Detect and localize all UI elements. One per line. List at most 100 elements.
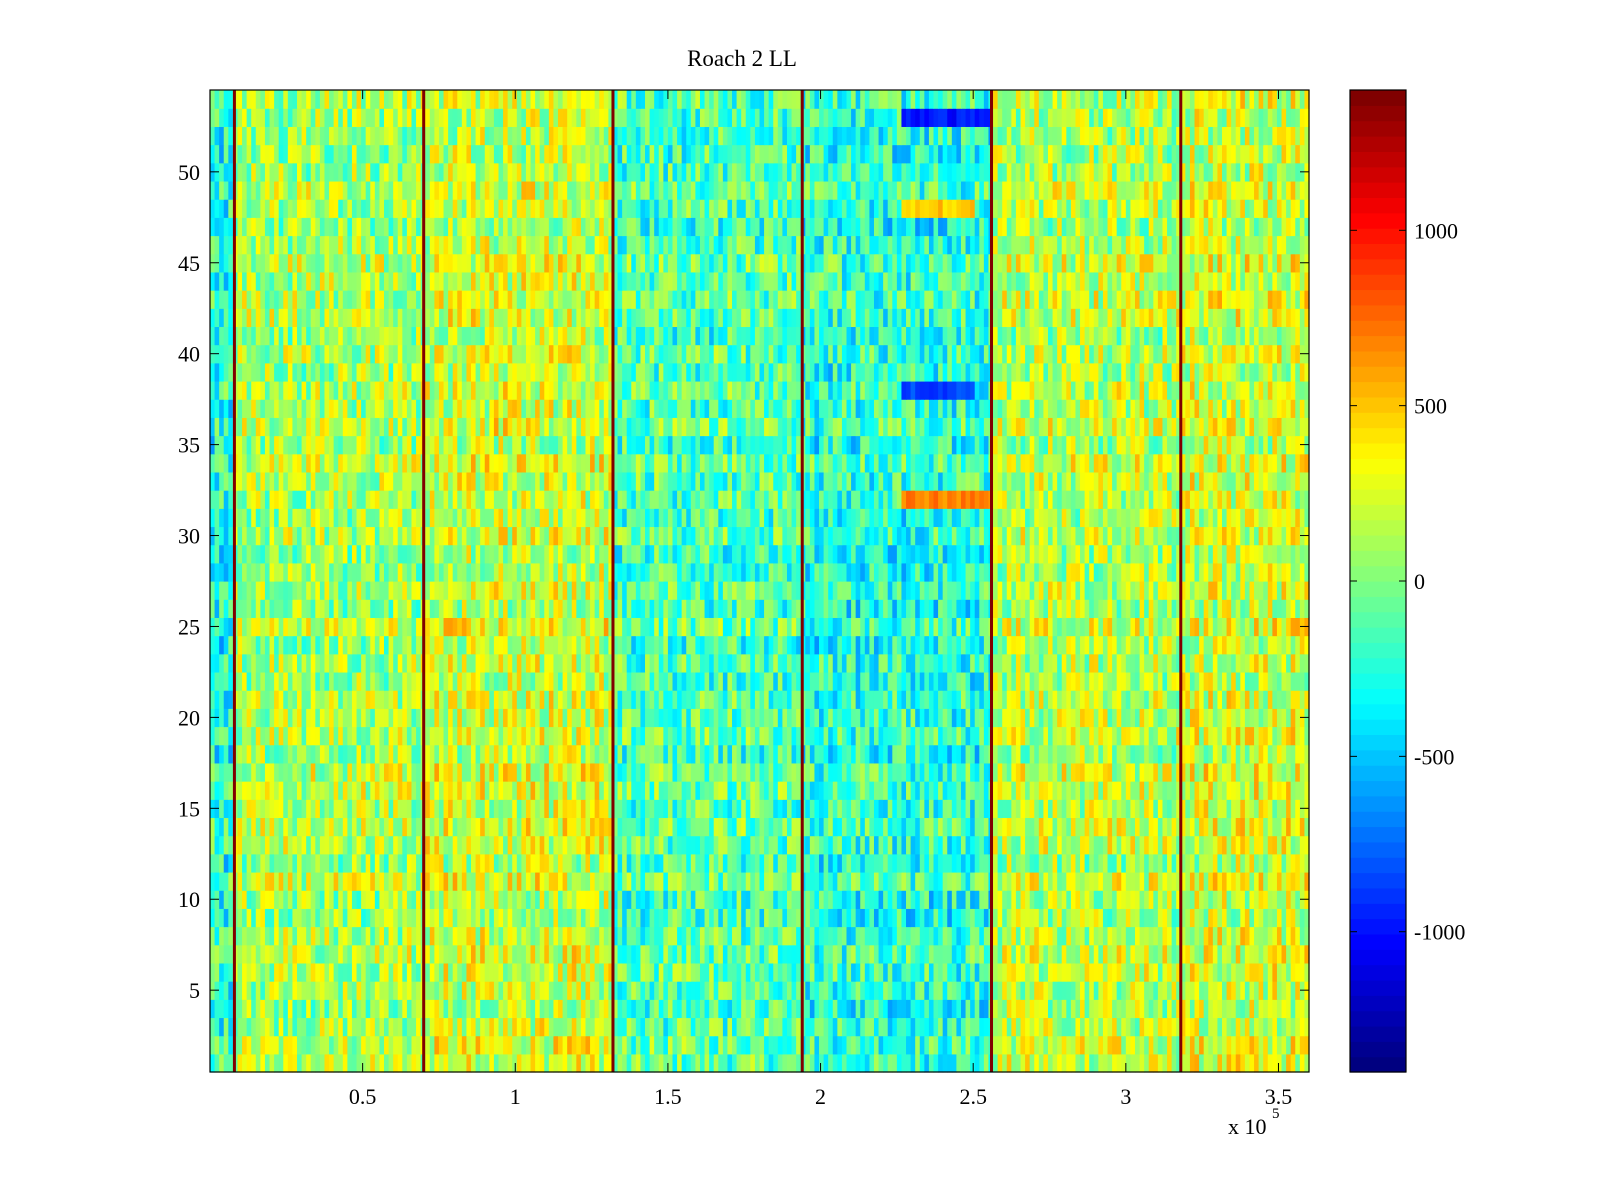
heatmap-cell <box>777 690 783 709</box>
heatmap-cell <box>223 1017 229 1037</box>
heatmap-cell <box>841 962 848 982</box>
heatmap-cell <box>617 762 623 782</box>
heatmap-cell <box>576 1053 582 1073</box>
heatmap-cell <box>690 944 696 964</box>
heatmap-cell <box>1212 853 1219 873</box>
heatmap-cell <box>219 1053 225 1073</box>
heatmap-cell <box>933 981 939 1000</box>
heatmap-cell <box>1157 1053 1164 1073</box>
heatmap-cell <box>823 799 829 819</box>
heatmap-cell <box>278 726 284 746</box>
heatmap-cell <box>612 1017 619 1037</box>
heatmap-cell <box>260 835 266 855</box>
heatmap-cell <box>699 1017 706 1037</box>
heatmap-cell <box>210 908 216 928</box>
heatmap-cell <box>663 781 669 800</box>
heatmap-cell <box>553 1053 559 1073</box>
heatmap-cell <box>1267 726 1273 746</box>
heatmap-cell <box>1139 944 1145 964</box>
heatmap-cell <box>654 944 660 964</box>
heatmap-cell <box>1020 781 1026 800</box>
heatmap-cell <box>1011 1035 1017 1055</box>
heatmap-cell <box>915 944 921 964</box>
heatmap-cell <box>310 890 316 909</box>
heatmap-cell <box>754 781 761 800</box>
heatmap-cell <box>1015 817 1022 837</box>
heatmap-cell <box>585 690 591 709</box>
heatmap-cell <box>928 726 935 746</box>
heatmap-cell <box>329 1053 335 1073</box>
heatmap-cell <box>562 926 568 946</box>
heatmap-cell <box>516 908 522 928</box>
heatmap-cell <box>237 835 243 855</box>
heatmap-cell <box>416 944 422 964</box>
heatmap-cell <box>1043 835 1049 855</box>
heatmap-cell <box>237 853 243 873</box>
heatmap-cell <box>329 799 335 819</box>
heatmap-cell <box>1171 1035 1177 1055</box>
heatmap-cell <box>608 781 614 800</box>
heatmap-cell <box>1240 908 1246 928</box>
heatmap-cell <box>1015 1017 1022 1037</box>
heatmap-cell <box>512 726 518 746</box>
heatmap-cell <box>585 726 591 746</box>
heatmap-cell <box>626 981 632 1000</box>
heatmap-cell <box>466 908 472 928</box>
heatmap-cell <box>448 726 454 746</box>
heatmap-cell <box>974 744 980 764</box>
heatmap-cell <box>594 871 600 891</box>
heatmap-cell <box>1281 926 1287 946</box>
heatmap-cell <box>594 1017 600 1037</box>
heatmap-cell <box>860 1035 866 1055</box>
heatmap-cell <box>558 817 564 837</box>
heatmap-cell <box>1134 871 1141 891</box>
heatmap-cell <box>837 708 843 728</box>
heatmap-cell <box>548 817 555 837</box>
heatmap-cell <box>525 708 532 728</box>
heatmap-cell <box>319 762 326 782</box>
heatmap-cell <box>864 871 870 891</box>
heatmap-cell <box>1080 999 1086 1019</box>
heatmap-cell <box>681 817 687 837</box>
heatmap-cell <box>864 744 870 764</box>
heatmap-cell <box>1189 908 1196 928</box>
heatmap-cell <box>732 981 738 1000</box>
heatmap-cell <box>883 1035 889 1055</box>
heatmap-cell <box>324 944 330 964</box>
heatmap-cell <box>1153 744 1159 764</box>
heatmap-cell <box>274 708 280 728</box>
heatmap-cell <box>910 708 916 728</box>
heatmap-cell <box>860 744 866 764</box>
heatmap-cell <box>1130 817 1136 837</box>
heatmap-cell <box>1203 726 1209 746</box>
heatmap-cell <box>617 890 623 909</box>
heatmap-cell <box>805 817 811 837</box>
heatmap-cell <box>535 962 541 982</box>
heatmap-cell <box>567 926 573 946</box>
heatmap-cell <box>324 690 330 709</box>
heatmap-cell <box>269 1053 275 1073</box>
heatmap-cell <box>448 853 454 873</box>
heatmap-cell <box>1231 999 1237 1019</box>
heatmap-cell <box>965 835 971 855</box>
heatmap-cell <box>1144 781 1150 800</box>
heatmap-cell <box>580 999 587 1019</box>
heatmap-cell <box>635 890 642 909</box>
heatmap-cell <box>1167 871 1173 891</box>
heatmap-cell <box>1171 871 1177 891</box>
heatmap-cell <box>438 799 445 819</box>
heatmap-cell <box>214 944 220 964</box>
heatmap-cell <box>297 908 303 928</box>
heatmap-cell <box>1121 781 1127 800</box>
heatmap-cell <box>732 835 738 855</box>
heatmap-cell <box>892 817 898 837</box>
heatmap-cell <box>278 817 284 837</box>
heatmap-cell <box>1066 708 1072 728</box>
heatmap-cell <box>983 726 990 746</box>
heatmap-cell <box>1167 908 1173 928</box>
heatmap-cell <box>287 926 294 946</box>
heatmap-cell <box>1070 962 1077 982</box>
heatmap-cell <box>750 726 756 746</box>
heatmap-cell <box>768 708 774 728</box>
heatmap-cell <box>709 799 715 819</box>
